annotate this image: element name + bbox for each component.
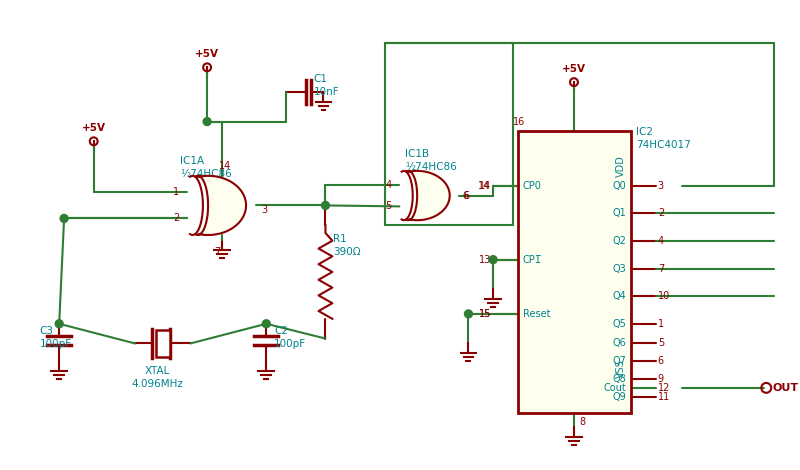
Text: 1: 1: [174, 188, 179, 197]
Polygon shape: [406, 171, 450, 220]
Bar: [518, 132, 631, 413]
Text: 6: 6: [463, 190, 470, 201]
Bar: [385, 43, 513, 225]
Circle shape: [55, 320, 63, 328]
Text: Reset: Reset: [522, 309, 550, 319]
Text: CP0: CP0: [522, 180, 542, 191]
Text: VSS: VSS: [616, 359, 626, 377]
Text: Cout: Cout: [603, 383, 626, 393]
Text: Q5: Q5: [612, 319, 626, 329]
Text: 14: 14: [478, 180, 490, 191]
Text: +5V: +5V: [195, 49, 219, 60]
Text: 14: 14: [218, 161, 231, 171]
Text: 1: 1: [658, 319, 664, 329]
Text: Q7: Q7: [612, 356, 626, 366]
Text: Q6: Q6: [613, 338, 626, 348]
Text: 14: 14: [479, 180, 491, 191]
Text: 6: 6: [462, 190, 469, 201]
Text: +5V: +5V: [82, 124, 106, 133]
Text: 5: 5: [386, 202, 391, 212]
Text: 16: 16: [513, 117, 525, 126]
Text: 13: 13: [479, 255, 491, 265]
Text: 7: 7: [658, 264, 664, 274]
Text: C1
10nF: C1 10nF: [314, 74, 339, 97]
Text: R1
390Ω: R1 390Ω: [334, 234, 361, 257]
Text: 11: 11: [658, 392, 670, 402]
Text: 5: 5: [658, 338, 664, 348]
Text: Q1: Q1: [613, 208, 626, 218]
Circle shape: [262, 320, 270, 328]
Text: IC1A
½74HC86: IC1A ½74HC86: [181, 156, 232, 179]
Bar: [156, 330, 170, 357]
Text: XTAL
4.096MHz: XTAL 4.096MHz: [132, 366, 184, 389]
Text: 6: 6: [658, 356, 664, 366]
Text: 10: 10: [658, 291, 670, 301]
Text: Q2: Q2: [612, 236, 626, 246]
Polygon shape: [195, 176, 246, 235]
Text: +5V: +5V: [562, 64, 586, 74]
Text: Q0: Q0: [613, 180, 626, 191]
Text: 3: 3: [262, 205, 267, 215]
Text: 8: 8: [579, 417, 585, 427]
Text: Q9: Q9: [613, 392, 626, 402]
Text: OUT: OUT: [772, 383, 798, 393]
Text: Q4: Q4: [613, 291, 626, 301]
Text: Q3: Q3: [613, 264, 626, 274]
Text: IC1B
½74HC86: IC1B ½74HC86: [406, 149, 457, 172]
Text: 7: 7: [214, 247, 220, 257]
Text: IC2
74HC4017: IC2 74HC4017: [636, 126, 691, 150]
Circle shape: [203, 118, 211, 125]
Circle shape: [60, 214, 68, 222]
Text: 15: 15: [478, 309, 491, 319]
Circle shape: [322, 202, 330, 209]
Text: C2
100pF: C2 100pF: [274, 326, 306, 349]
Text: C3
100pF: C3 100pF: [39, 326, 71, 349]
Text: 4: 4: [658, 236, 664, 246]
Text: 2: 2: [174, 213, 179, 223]
Text: 4: 4: [386, 180, 391, 190]
Text: 12: 12: [658, 383, 670, 393]
Text: Q8: Q8: [613, 374, 626, 384]
Text: 9: 9: [658, 374, 664, 384]
Circle shape: [489, 256, 497, 264]
Circle shape: [465, 310, 472, 318]
Text: CP1̅: CP1̅: [522, 255, 542, 265]
Text: 3: 3: [658, 180, 664, 191]
Text: VDD: VDD: [616, 155, 626, 177]
Text: 15: 15: [478, 309, 491, 319]
Text: 2: 2: [658, 208, 664, 218]
